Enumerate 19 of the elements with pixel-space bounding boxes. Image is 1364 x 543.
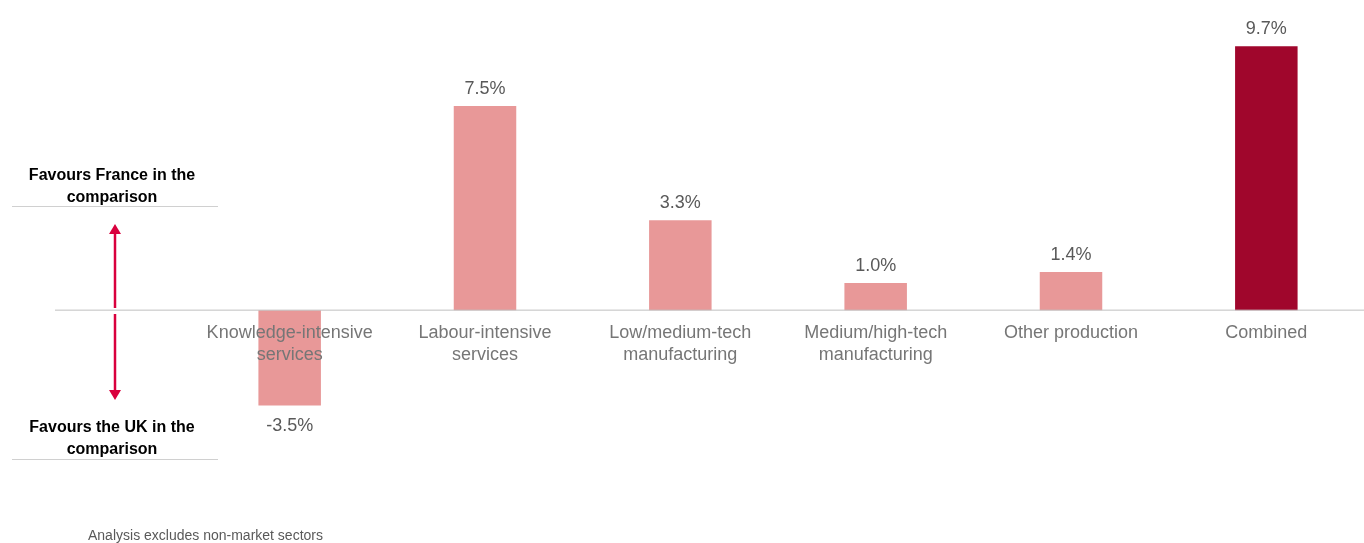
x-tick-label: Combined: [1225, 322, 1308, 343]
bar: [1039, 272, 1103, 311]
bar: [844, 282, 907, 311]
bar: [1235, 46, 1298, 311]
text: Analysis excludes non-market sectors: [88, 527, 323, 543]
x-tick-label: Other production: [1003, 322, 1139, 343]
x-tick-label: Labour-intensive services: [418, 322, 552, 365]
data-label: 3.3%: [659, 192, 701, 213]
bar: [649, 220, 712, 311]
data-label: 1.0%: [855, 254, 897, 275]
annotation: Favours France in the comparison: [27, 165, 197, 207]
text: Favours the UK in the comparison: [28, 417, 196, 459]
x-tick-label: Low/medium-tech manufacturing: [609, 322, 752, 365]
data-label: 1.4%: [1050, 244, 1092, 265]
bar: [453, 106, 517, 311]
data-label: -3.5%: [266, 415, 314, 436]
data-label: 9.7%: [1245, 18, 1287, 39]
x-tick-label: Medium/high-tech manufacturing: [804, 322, 948, 365]
data-label: 7.5%: [464, 78, 506, 98]
